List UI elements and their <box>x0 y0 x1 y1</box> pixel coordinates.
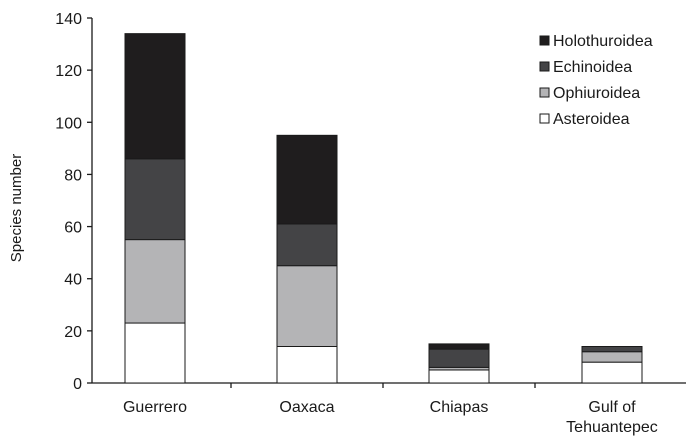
bar-segment-ophiuroidea <box>581 351 643 363</box>
x-category-label: Gulf of Tehuantepec <box>566 399 658 436</box>
legend-swatch-echinoidea <box>539 61 550 72</box>
bars <box>124 33 643 384</box>
legend-label-ophiuroidea: Ophiuroidea <box>553 85 640 102</box>
y-tick-label: 0 <box>73 376 82 393</box>
bar-segment-asteroidea <box>276 346 338 384</box>
x-category-label: Chiapas <box>430 399 489 416</box>
bar-segment-echinoidea <box>428 348 490 368</box>
x-axis: Guerrero Oaxaca Chiapas Gulf of Tehuantepec <box>92 382 686 436</box>
bar-segment-asteroidea <box>428 369 490 384</box>
bar-segment-echinoidea <box>124 158 186 241</box>
y-tick-label: 120 <box>55 63 82 80</box>
bar-segment-holothuroidea <box>276 134 338 225</box>
x-category-label: Guerrero <box>123 399 187 416</box>
legend-swatch-holothuroidea <box>539 35 550 46</box>
y-tick-label: 80 <box>64 167 82 184</box>
x-category-label: Oaxaca <box>279 399 334 416</box>
bar-segment-ophiuroidea <box>124 239 186 324</box>
bar-segment-asteroidea <box>124 322 186 384</box>
bar-segment-echinoidea <box>581 346 643 353</box>
y-axis-title: Species number <box>8 154 25 262</box>
legend-swatch-ophiuroidea <box>539 87 550 98</box>
y-tick-label: 140 <box>55 11 82 28</box>
bar-segment-echinoidea <box>276 223 338 267</box>
legend-swatch-asteroidea <box>539 113 550 124</box>
y-tick-label: 40 <box>64 272 82 289</box>
legend-label-asteroidea: Asteroidea <box>553 111 630 128</box>
y-tick-label: 60 <box>64 220 82 237</box>
y-tick-label: 20 <box>64 324 82 341</box>
legend: Holothuroidea Echinoidea Ophiuroidea Astero… <box>539 33 653 128</box>
bar-segment-holothuroidea <box>124 33 186 160</box>
y-tick-label: 100 <box>55 115 82 132</box>
bar-segment-asteroidea <box>581 361 643 384</box>
y-axis: 0 20 40 60 80 100 120 140 <box>55 11 93 393</box>
bar-segment-ophiuroidea <box>276 265 338 347</box>
legend-label-echinoidea: Echinoidea <box>553 59 632 76</box>
bar-segment-holothuroidea <box>428 343 490 350</box>
legend-label-holothuroidea: Holothuroidea <box>553 33 653 50</box>
